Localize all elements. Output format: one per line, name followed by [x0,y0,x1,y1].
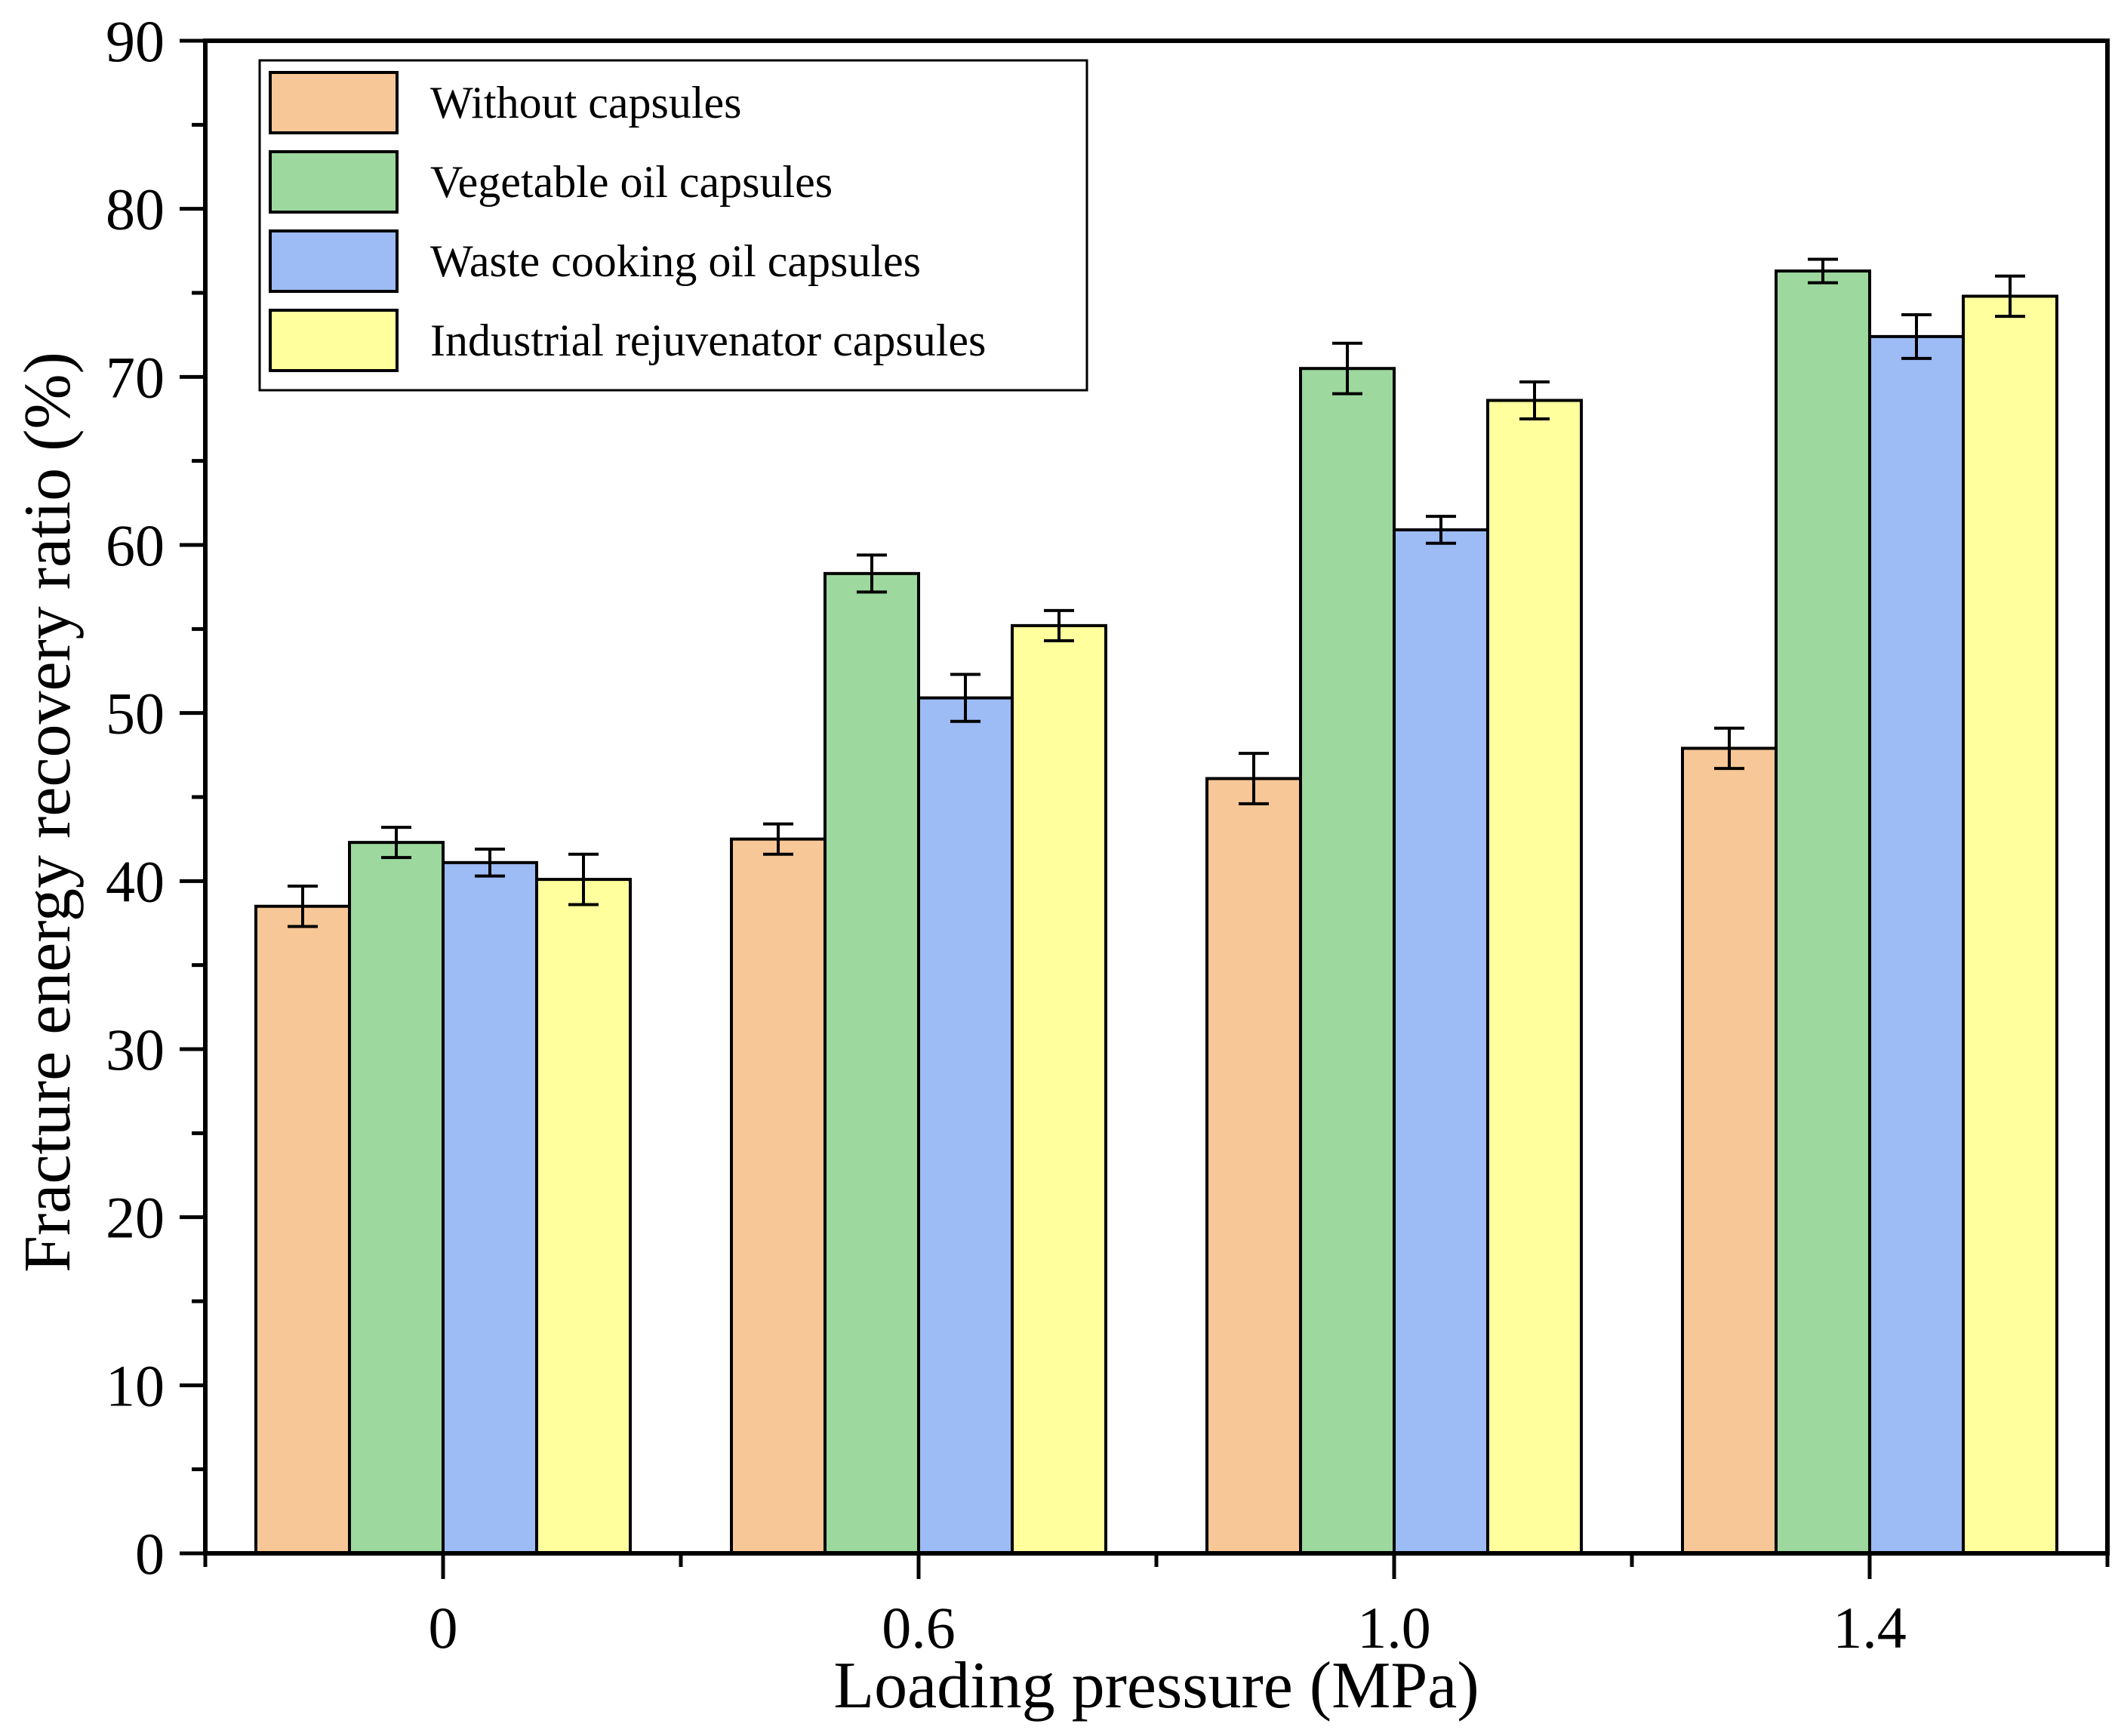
y-tick-label: 70 [106,344,165,410]
bar [348,841,445,1555]
bar [254,904,351,1555]
y-axis-title: Fracture energy recovery ratio (%) [11,352,85,1273]
bar [1393,528,1489,1556]
y-tick-label: 90 [106,8,165,74]
bar [1011,623,1107,1555]
y-tick-label: 40 [106,848,165,914]
y-tick-label: 20 [106,1185,165,1251]
bar [1681,746,1778,1556]
x-axis: 0 0.6 1.0 1.4 [203,1553,2110,1661]
bar [442,860,538,1555]
y-tick-label: 10 [106,1353,165,1418]
bar [917,696,1014,1555]
errorbars-layer [288,257,2025,928]
bars-layer [254,269,2058,1556]
legend-swatch [269,150,399,214]
y-tick-label: 30 [106,1017,165,1082]
x-tick-label: 1.4 [1833,1595,1907,1661]
legend-label: Vegetable oil capsules [430,157,833,207]
bar [1775,269,1871,1555]
legend-swatch [269,71,399,134]
legend-label: Industrial rejuvenator capsules [430,315,986,365]
legend-swatch [269,229,399,293]
x-axis-title: Loading pressure (MPa) [833,1649,1479,1722]
x-tick-label: 0.6 [882,1595,956,1661]
y-tick-label: 50 [106,681,165,746]
bar [1486,399,1583,1555]
bar [1868,334,1965,1556]
x-tick-label: 1.0 [1357,1595,1431,1661]
legend: Without capsules Vegetable oil capsules Wa… [258,59,1088,392]
legend-swatch [269,309,399,372]
bar [730,837,827,1555]
y-tick-label: 80 [106,177,165,242]
bar [1962,294,2058,1555]
y-tick-label: 0 [135,1521,165,1587]
legend-label: Without capsules [430,78,742,128]
bar [535,878,632,1555]
y-tick-label: 60 [106,512,165,578]
y-axis: 0 10 20 30 40 50 60 70 80 90 [106,8,205,1587]
legend-label: Waste cooking oil capsules [430,236,921,286]
bar [1205,777,1302,1555]
x-tick-label: 0 [429,1595,458,1661]
bar [823,571,920,1555]
bar [1299,367,1396,1556]
